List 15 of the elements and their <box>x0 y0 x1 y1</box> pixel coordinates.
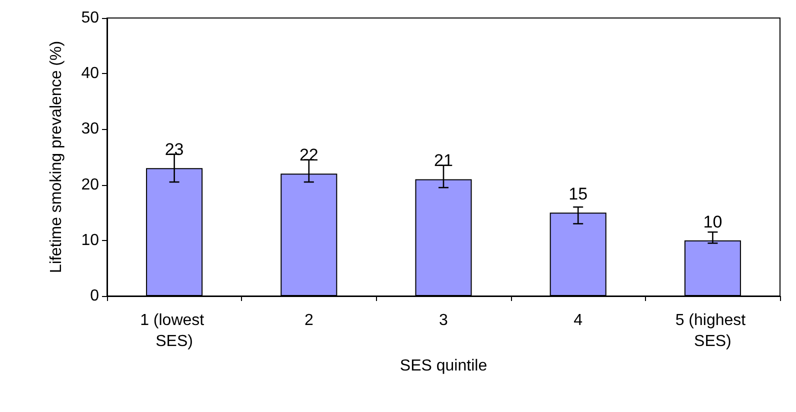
y-tick-label: 0 <box>90 288 100 304</box>
y-tick-label: 30 <box>81 120 100 138</box>
y-tick-label: 40 <box>81 65 100 82</box>
x-tick-label: 2 <box>304 312 314 329</box>
x-axis-title: SES quintile <box>400 358 488 374</box>
data-label: 10 <box>703 212 722 232</box>
x-tick-label: 4 <box>574 312 583 329</box>
y-tick-label: 10 <box>81 232 100 249</box>
y-tick-label: 50 <box>81 10 100 26</box>
x-tick-label: 1 (lowest SES) <box>140 312 209 350</box>
y-tick-label: 20 <box>81 176 100 194</box>
x-tick-label: 3 <box>439 312 448 329</box>
data-label: 15 <box>568 184 588 204</box>
x-tick-label: 5 (highest SES) <box>675 312 750 350</box>
y-axis-title: Lifetime smoking prevalence (%) <box>48 40 65 274</box>
